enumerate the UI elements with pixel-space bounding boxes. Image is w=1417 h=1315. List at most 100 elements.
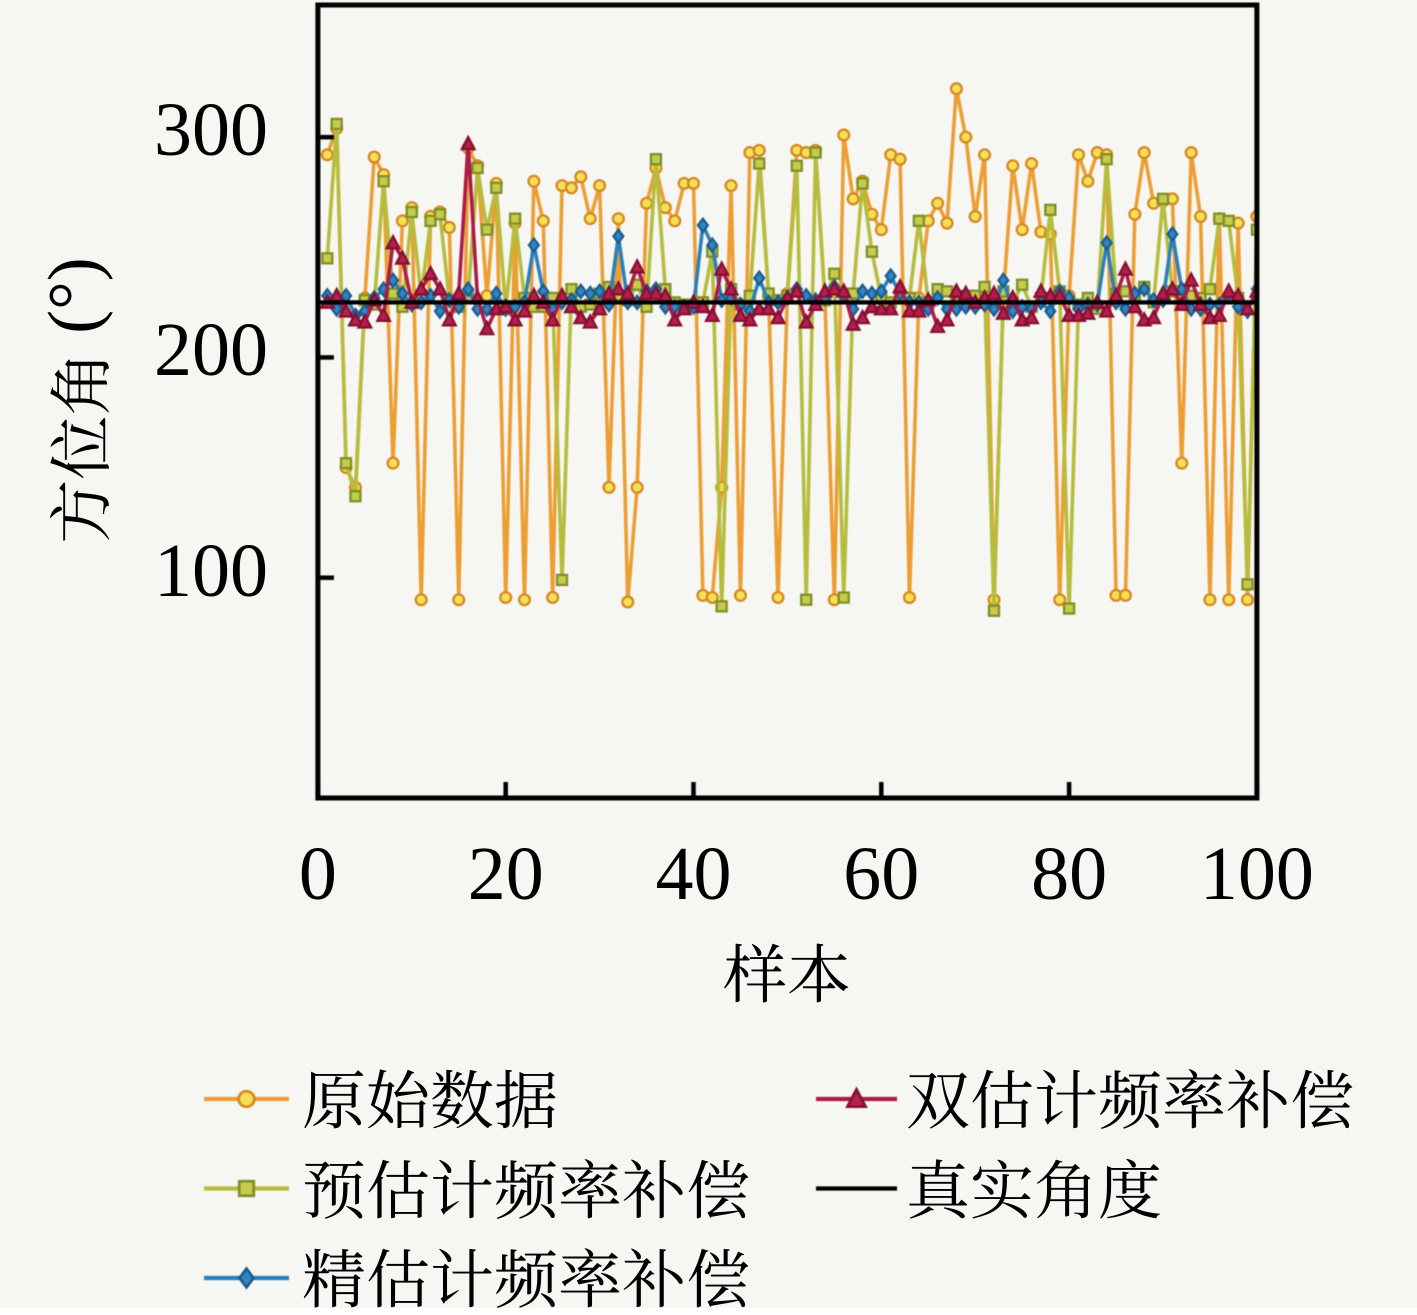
marker-square <box>912 214 926 228</box>
marker-circle <box>949 82 963 96</box>
marker-diamond <box>461 280 475 298</box>
cjk-glyph <box>688 1159 749 1218</box>
marker-circle <box>1024 157 1039 171</box>
marker-square <box>377 175 390 188</box>
marker-circle <box>724 179 738 193</box>
marker-square <box>790 159 803 172</box>
cjk-glyph <box>623 1248 683 1308</box>
marker-diamond <box>752 269 766 287</box>
x-tick-label: 60 <box>843 832 920 916</box>
marker-diamond <box>574 282 588 300</box>
marker-square <box>330 117 343 131</box>
marker-diamond <box>1184 300 1198 318</box>
plot-area <box>317 82 1257 617</box>
marker-circle <box>1184 146 1198 160</box>
marker-triangle <box>478 319 496 336</box>
marker-triangle <box>516 302 533 318</box>
cjk-glyph <box>304 1159 364 1219</box>
marker-triangle <box>638 284 655 301</box>
marker-circle <box>1015 223 1029 237</box>
marker-circle <box>564 181 578 195</box>
marker-square <box>837 591 850 604</box>
marker-diamond <box>593 282 606 300</box>
marker-triangle <box>1032 282 1050 298</box>
cjk-glyph <box>1292 1069 1353 1129</box>
cjk-glyph <box>908 1072 969 1129</box>
marker-circle <box>367 150 381 164</box>
marker-triangle <box>760 299 777 316</box>
marker-circle <box>1222 593 1236 607</box>
marker-circle <box>733 588 747 602</box>
marker-triangle <box>910 302 928 318</box>
marker-triangle <box>938 310 956 327</box>
marker-circle <box>658 201 672 215</box>
marker-square <box>865 245 879 258</box>
marker-triangle <box>713 260 730 276</box>
marker-circle <box>593 179 607 193</box>
marker-diamond <box>480 300 494 318</box>
marker-square <box>828 267 841 280</box>
marker-triangle <box>384 233 402 250</box>
marker-circle <box>978 148 992 162</box>
marker-triangle <box>1023 308 1040 325</box>
marker-diamond <box>696 216 710 234</box>
cjk-glyph <box>560 1248 620 1308</box>
marker-diamond <box>396 285 409 302</box>
marker-diamond <box>884 267 898 285</box>
marker-diamond <box>1166 225 1179 243</box>
marker-triangle <box>1145 308 1162 325</box>
marker-triangle <box>722 279 740 296</box>
x-tick-label: 100 <box>1199 832 1314 916</box>
marker-triangle <box>497 297 514 314</box>
marker-triangle <box>1126 297 1144 314</box>
marker-triangle <box>412 279 430 296</box>
marker-circle <box>386 456 400 470</box>
plot-border <box>315 2 1260 801</box>
marker-square <box>424 214 437 228</box>
marker-square <box>800 593 813 606</box>
marker-triangle <box>826 279 843 296</box>
marker-square <box>555 573 569 587</box>
marker-diamond <box>856 282 869 300</box>
marker-triangle <box>751 299 768 316</box>
marker-square <box>809 146 822 159</box>
marker-triangle <box>1211 306 1228 323</box>
marker-circle <box>1137 146 1151 160</box>
legend-label-double <box>906 1067 1354 1136</box>
marker-circle <box>931 196 945 210</box>
marker-square <box>1241 578 1254 591</box>
y-axis-label: (°) <box>33 257 117 543</box>
marker-triangle <box>666 310 683 327</box>
marker-circle <box>902 590 917 605</box>
legend-label-truth <box>906 1157 1162 1226</box>
marker-square <box>715 600 728 613</box>
marker-diamond <box>433 302 447 320</box>
y-tick-label: 300 <box>154 88 268 173</box>
cjk-glyph <box>50 417 109 478</box>
marker-triangle <box>619 284 636 301</box>
marker-triangle <box>948 282 965 298</box>
marker-circle <box>1128 207 1142 221</box>
cjk-glyph <box>1227 1069 1287 1129</box>
cjk-glyph <box>909 1158 968 1219</box>
marker-circle <box>940 216 954 230</box>
marker-triangle <box>995 304 1012 320</box>
marker-triangle <box>610 279 627 296</box>
marker-triangle <box>732 306 749 323</box>
marker-circle <box>1071 148 1086 162</box>
marker-triangle <box>356 313 374 329</box>
x-tick-label: 0 <box>298 832 337 916</box>
marker-square <box>1222 214 1235 228</box>
marker-triangle <box>1117 260 1134 276</box>
marker-square <box>1016 278 1029 291</box>
marker-circle <box>1240 593 1255 607</box>
marker-square <box>471 161 484 175</box>
marker-circle <box>1081 174 1095 188</box>
marker-triangle <box>628 257 646 274</box>
x-tick-label: 20 <box>467 832 544 916</box>
marker-circle <box>1175 456 1189 470</box>
marker-triangle <box>1098 302 1115 318</box>
marker-triangle <box>431 279 449 296</box>
cjk-glyph <box>304 1070 364 1129</box>
marker-triangle <box>572 308 590 325</box>
